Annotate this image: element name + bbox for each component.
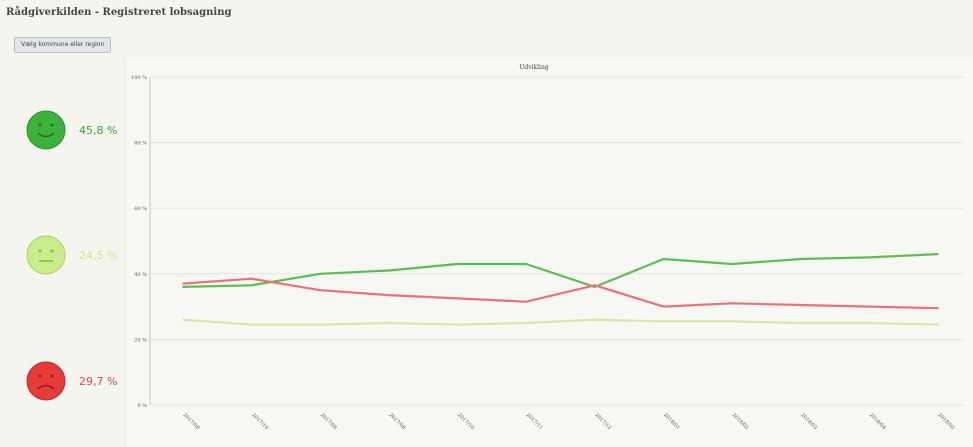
happy-face-icon — [26, 110, 66, 150]
data-point — [456, 323, 459, 326]
chart-area: Udvikling 0 % 20 % 40 % 60 % 80 % 100 % 2017/… — [125, 60, 973, 447]
data-point — [456, 297, 459, 300]
y-tick-label: 40 % — [134, 272, 147, 278]
summary-value-neutral: 24,5 % — [79, 248, 118, 262]
data-point — [937, 253, 939, 255]
x-tick-label: 2018/05 — [937, 412, 956, 431]
data-point — [250, 277, 253, 280]
data-point — [525, 322, 527, 324]
data-point — [388, 322, 390, 324]
data-point — [319, 289, 322, 291]
data-point — [388, 294, 390, 296]
data-point — [525, 300, 527, 303]
summary-row-positive: 45,8 % — [26, 108, 117, 152]
summary-panel: 45,8 % 24,5 % 29,7 % — [10, 60, 120, 440]
grid-layer — [150, 76, 964, 406]
data-point — [868, 322, 871, 324]
data-point — [388, 269, 390, 272]
x-tick-label: 2017/11 — [525, 412, 544, 431]
data-point — [182, 282, 184, 285]
sad-face-icon — [26, 361, 66, 401]
y-tick-label: 80 % — [134, 141, 147, 147]
x-axis-labels: 2017/08 2017/10 2017/08 2017/08 2017/10 2017/… — [182, 412, 956, 431]
data-point — [456, 263, 459, 265]
data-point — [182, 286, 184, 288]
y-tick-label: 100 % — [131, 75, 147, 81]
data-point — [662, 305, 665, 308]
x-tick-label: 2017/10 — [250, 412, 269, 431]
face-circle — [26, 110, 66, 150]
data-point — [731, 263, 733, 265]
chart-title: Udvikling — [519, 64, 549, 71]
x-tick-label: 2018/01 — [662, 412, 681, 431]
summary-value-positive: 45,8 % — [79, 123, 118, 137]
data-point — [731, 320, 733, 323]
summary-row-negative: 29,7 % — [26, 359, 117, 403]
x-tick-label: 2018/02 — [731, 412, 750, 431]
series-layer — [182, 253, 939, 326]
series-line-2 — [182, 318, 939, 326]
data-point — [731, 302, 733, 305]
series-line-0 — [182, 253, 939, 288]
data-point — [868, 256, 871, 259]
x-tick-label: 2018/03 — [799, 412, 818, 431]
data-point — [799, 322, 802, 324]
y-tick-label: 0 % — [137, 403, 147, 409]
data-point — [868, 305, 871, 308]
summary-value-negative: 29,7 % — [79, 374, 118, 388]
series-line-1 — [182, 277, 939, 310]
data-point — [250, 284, 253, 287]
axis-layer: 0 % 20 % 40 % 60 % 80 % 100 % — [131, 75, 151, 409]
data-point — [319, 273, 322, 275]
data-point — [937, 307, 939, 310]
y-tick-label: 20 % — [134, 337, 147, 343]
face-circle — [26, 361, 66, 401]
x-tick-label: 2017/08 — [387, 412, 406, 431]
select-region-button[interactable]: Vælg kommune eller region — [14, 37, 112, 53]
data-point — [525, 263, 527, 265]
x-tick-label: 2017/08 — [182, 412, 201, 431]
data-point — [182, 318, 184, 321]
x-tick-label: 2018/04 — [868, 412, 887, 431]
x-tick-label: 2017/12 — [593, 412, 612, 431]
data-point — [662, 320, 665, 323]
data-point — [594, 284, 596, 287]
x-tick-label: 2017/10 — [456, 412, 475, 431]
data-point — [319, 323, 322, 326]
data-point — [662, 258, 665, 260]
page-title: Rådgiverkilden - Registreret lobsagning — [6, 7, 232, 18]
data-point — [594, 318, 596, 321]
y-tick-label: 60 % — [134, 206, 147, 212]
data-point — [799, 304, 802, 306]
trend-chart: Udvikling 0 % 20 % 40 % 60 % 80 % 100 % 2017/… — [131, 64, 964, 431]
summary-row-neutral: 24,5 % — [26, 233, 117, 277]
face-circle — [26, 235, 66, 275]
data-point — [937, 323, 939, 326]
data-point — [799, 258, 802, 260]
neutral-face-icon — [26, 235, 66, 275]
data-point — [250, 323, 253, 326]
x-tick-label: 2017/08 — [319, 412, 338, 431]
